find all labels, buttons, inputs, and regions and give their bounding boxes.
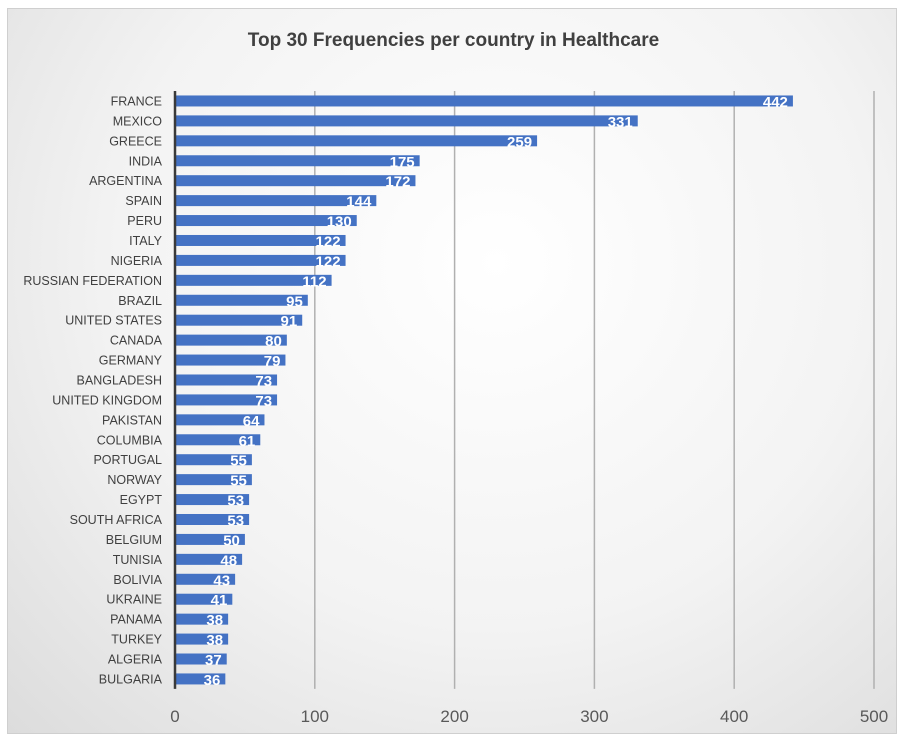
data-label: 91 <box>281 313 298 330</box>
category-label: PERU <box>127 214 162 228</box>
category-label: BRAZIL <box>118 294 162 308</box>
bar <box>175 294 308 306</box>
chart-title: Top 30 Frequencies per country in Health… <box>247 30 660 51</box>
data-label: 36 <box>204 672 221 689</box>
bar <box>175 374 278 386</box>
bar <box>175 633 229 645</box>
bar <box>175 593 233 605</box>
category-label: RUSSIAN FEDERATION <box>23 274 162 288</box>
category-label: SPAIN <box>125 194 162 208</box>
category-label: GERMANY <box>99 354 163 368</box>
data-label: 122 <box>316 233 341 250</box>
bar <box>175 394 278 406</box>
category-label: NIGERIA <box>111 254 163 268</box>
data-label: 43 <box>213 572 230 589</box>
category-label: PAKISTAN <box>102 413 162 427</box>
bar <box>175 573 236 585</box>
category-label: BOLIVIA <box>113 573 162 587</box>
bar <box>175 175 416 187</box>
category-label: ALGERIA <box>108 653 163 667</box>
data-label: 144 <box>346 194 372 211</box>
bar <box>175 434 261 446</box>
category-label: CANADA <box>110 334 163 348</box>
category-label: NORWAY <box>107 473 162 487</box>
category-label: SOUTH AFRICA <box>70 513 163 527</box>
bar <box>175 314 303 326</box>
bar <box>175 95 793 107</box>
category-label: UNITED KINGDOM <box>52 393 162 407</box>
data-label: 175 <box>390 154 415 171</box>
bar <box>175 653 227 665</box>
category-label: BELGIUM <box>106 533 162 547</box>
data-label: 53 <box>227 493 244 510</box>
data-label: 112 <box>302 273 326 290</box>
category-label: PANAMA <box>110 613 163 627</box>
category-label: ARGENTINA <box>89 174 163 188</box>
category-label: PORTUGAL <box>93 453 162 467</box>
category-label: BANGLADESH <box>77 373 162 387</box>
data-label: 41 <box>211 592 228 609</box>
bar <box>175 234 346 246</box>
bar <box>175 414 265 426</box>
category-label: UNITED STATES <box>65 314 162 328</box>
bar <box>175 354 286 366</box>
category-label: TURKEY <box>111 633 162 647</box>
bar <box>175 135 538 147</box>
data-label: 55 <box>230 453 247 470</box>
chart-area <box>7 8 897 734</box>
bar <box>175 274 332 286</box>
data-label: 79 <box>264 353 281 370</box>
category-label: EGYPT <box>120 493 163 507</box>
bar <box>175 215 357 227</box>
category-label: TUNISIA <box>113 553 163 567</box>
data-label: 48 <box>220 552 237 569</box>
bar <box>175 195 377 207</box>
bar <box>175 513 250 525</box>
data-label: 53 <box>227 512 244 529</box>
x-tick-label: 0 <box>170 707 179 726</box>
bar <box>175 334 287 346</box>
x-tick-label: 200 <box>440 707 468 726</box>
bar <box>175 613 229 625</box>
data-label: 38 <box>206 632 223 649</box>
category-label: BULGARIA <box>99 672 163 686</box>
bar <box>175 533 245 545</box>
bar <box>175 454 252 466</box>
data-label: 38 <box>206 612 223 629</box>
data-label: 64 <box>243 413 260 430</box>
category-label: ITALY <box>129 234 163 248</box>
x-tick-label: 300 <box>580 707 608 726</box>
data-label: 80 <box>265 333 282 350</box>
category-label: FRANCE <box>111 94 162 108</box>
data-label: 442 <box>763 94 788 111</box>
x-tick-label: 500 <box>860 707 888 726</box>
bar <box>175 494 250 506</box>
data-label: 130 <box>327 214 352 231</box>
data-label: 37 <box>205 652 222 669</box>
category-label: GREECE <box>109 134 162 148</box>
data-label: 73 <box>255 373 272 390</box>
bar <box>175 673 226 685</box>
x-tick-label: 400 <box>720 707 748 726</box>
data-label: 55 <box>230 473 247 490</box>
data-label: 73 <box>255 393 272 410</box>
x-tick-label: 100 <box>301 707 329 726</box>
data-label: 259 <box>507 134 532 151</box>
data-label: 50 <box>223 532 240 549</box>
bar <box>175 474 252 486</box>
bar <box>175 553 243 565</box>
category-label: UKRAINE <box>106 593 162 607</box>
bar <box>175 115 638 127</box>
data-label: 331 <box>608 114 633 131</box>
data-label: 122 <box>316 253 341 270</box>
data-label: 95 <box>286 293 303 310</box>
category-label: MEXICO <box>113 114 163 128</box>
category-label: COLUMBIA <box>97 433 163 447</box>
data-label: 61 <box>239 433 256 450</box>
bar <box>175 254 346 266</box>
data-label: 172 <box>385 174 410 191</box>
bar <box>175 155 420 167</box>
category-label: INDIA <box>129 154 163 168</box>
